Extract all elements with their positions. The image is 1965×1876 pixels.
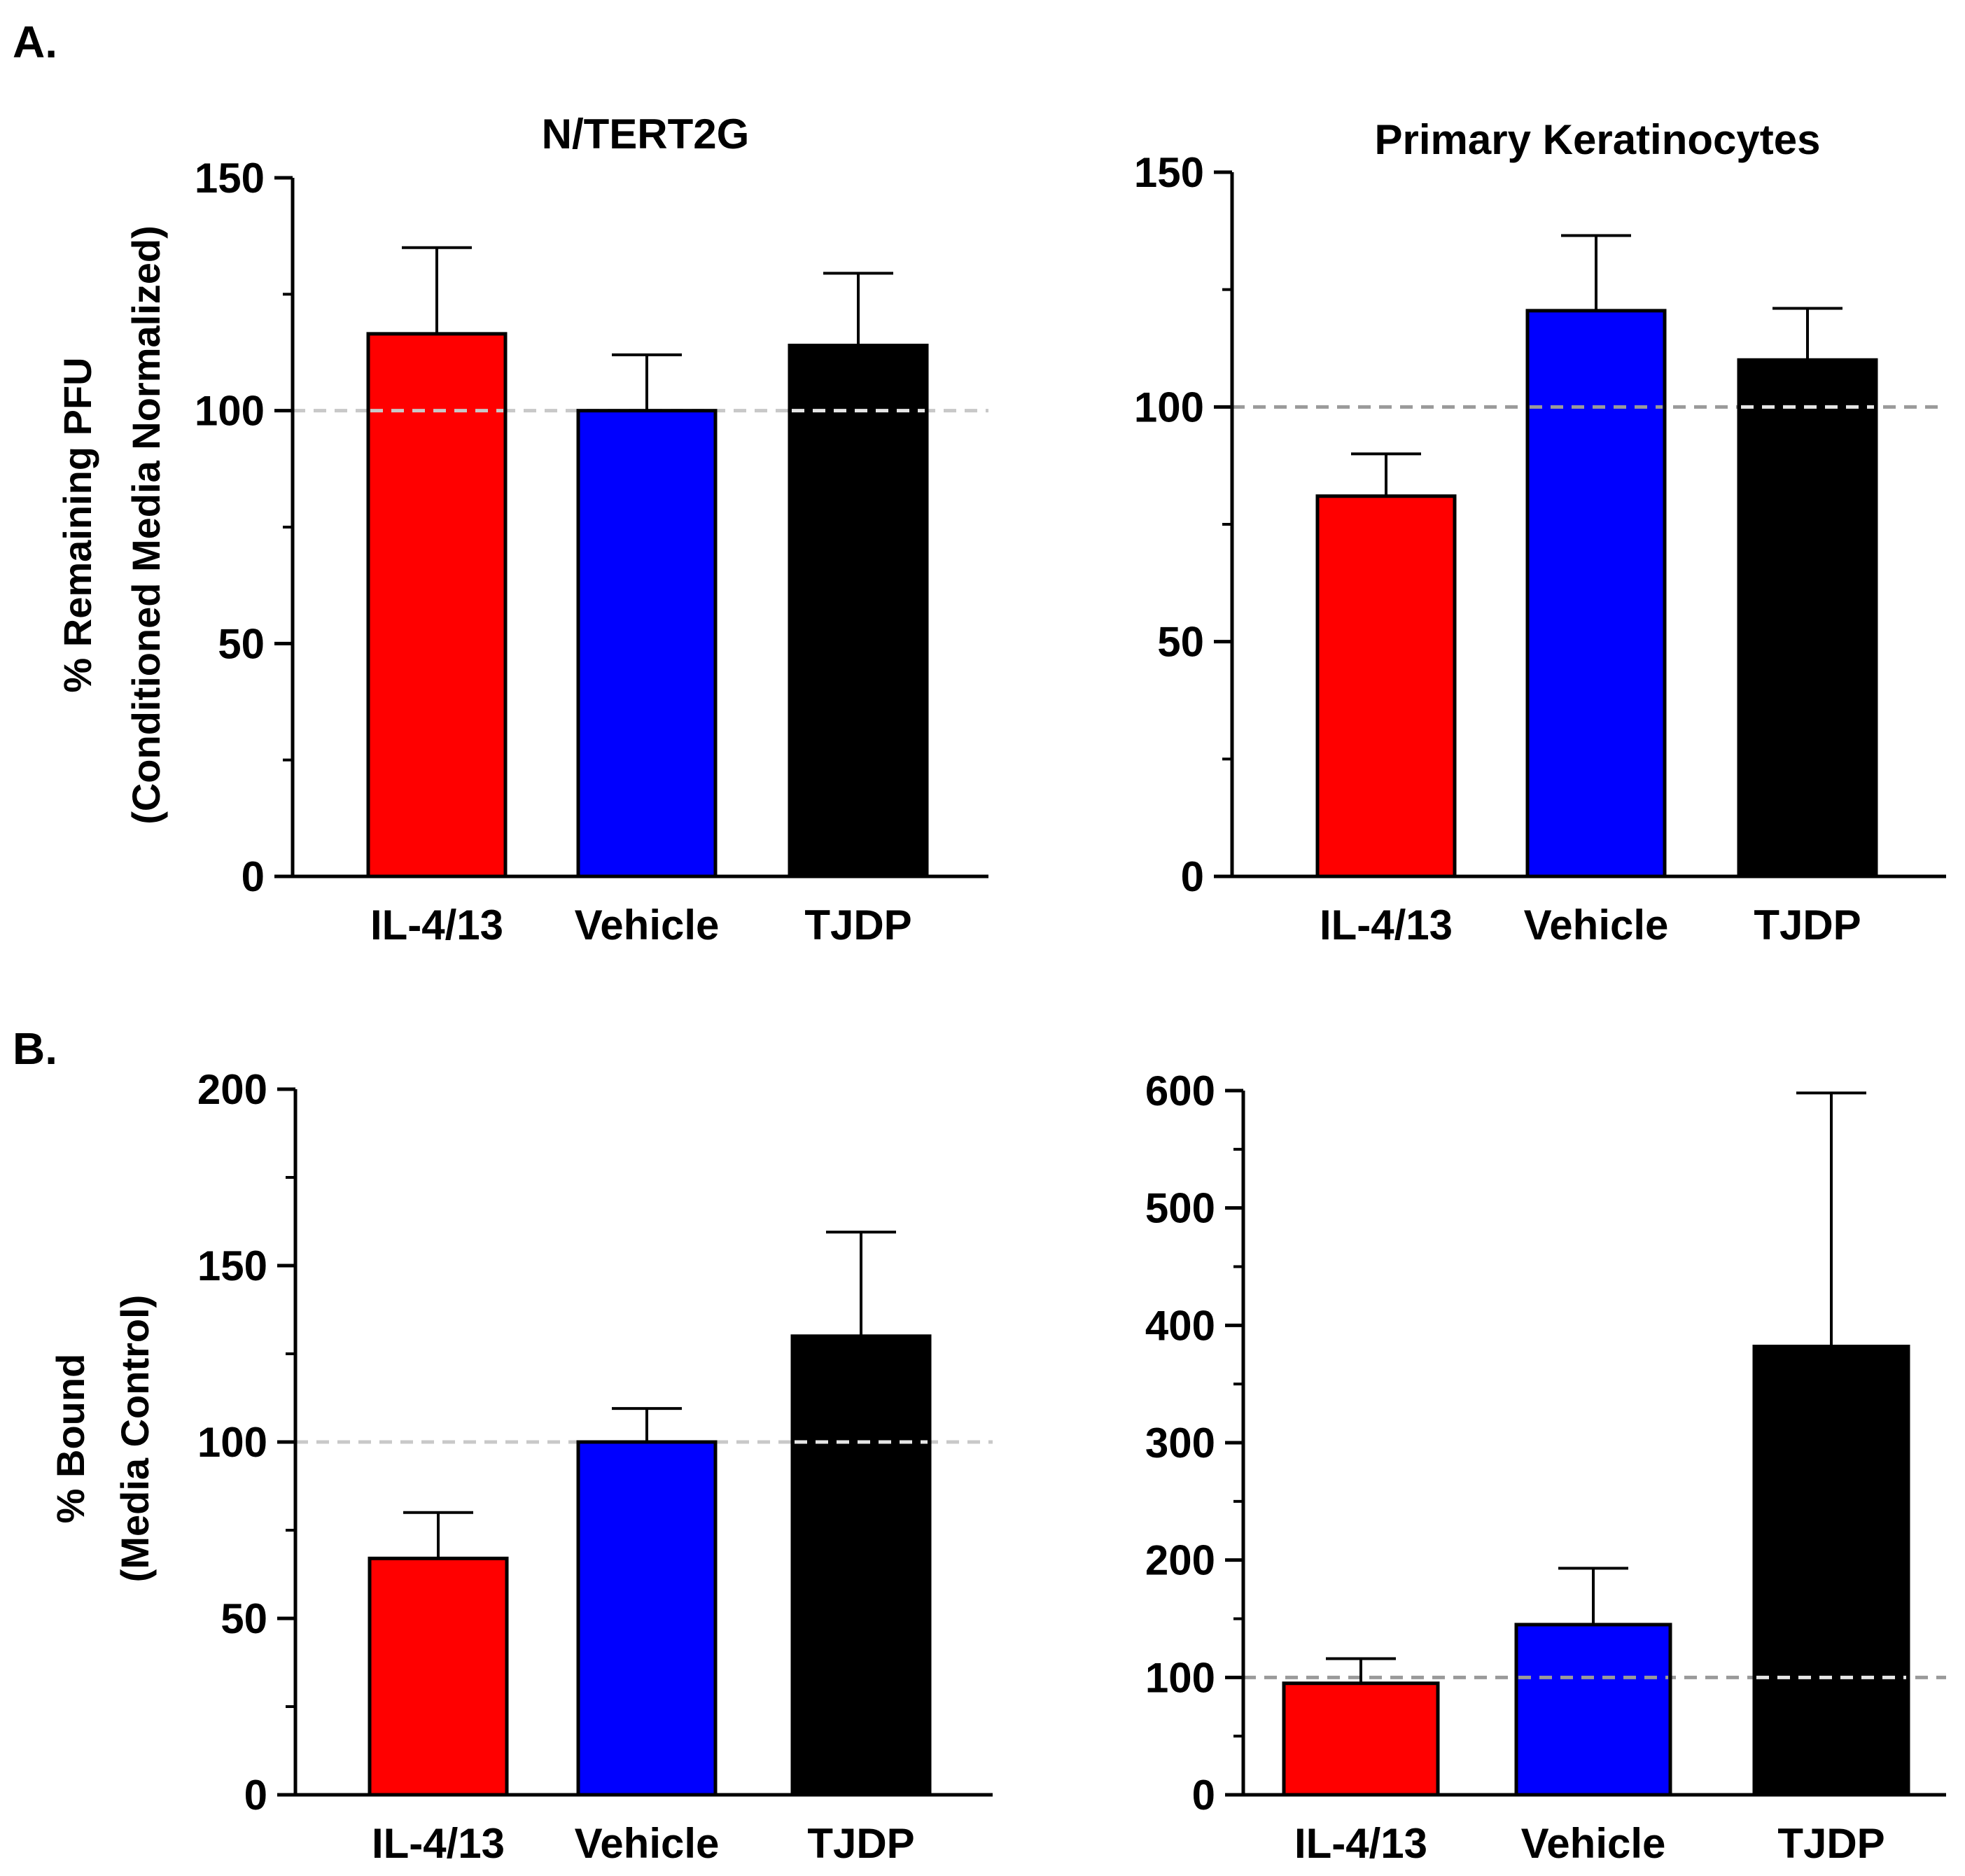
chart-3-bar-1 bbox=[368, 1556, 509, 1797]
chart-4-ytick-label-5: 400 bbox=[1145, 1302, 1215, 1349]
chart-2-ytick-label-1: 0 bbox=[1181, 853, 1204, 900]
chart-1-ytick-label-1: 0 bbox=[242, 853, 265, 900]
chart-1-ylabel-line-2: (Conditioned Media Normalized) bbox=[124, 225, 168, 825]
chart-2-ytick-label-3: 100 bbox=[1134, 384, 1204, 430]
chart-2-bar-2 bbox=[1525, 309, 1667, 878]
panel-label-b: B. bbox=[13, 1023, 57, 1074]
chart-2-bar-3 bbox=[1737, 358, 1878, 878]
chart-1-bar-2 bbox=[576, 409, 718, 878]
chart-3-ylabel-line-2: (Media Control) bbox=[113, 1295, 157, 1583]
chart-3-xtick-3: TJDP bbox=[807, 1820, 914, 1867]
chart-1-title: N/TERT2G bbox=[542, 111, 750, 158]
chart-2-ytick-label-4: 150 bbox=[1134, 149, 1204, 196]
chart-4-xtick-3: TJDP bbox=[1777, 1820, 1884, 1867]
chart-3-bar-3 bbox=[790, 1334, 932, 1797]
chart-2-ytick-label-2: 50 bbox=[1157, 619, 1204, 666]
chart-4-xtick-2: Vehicle bbox=[1521, 1820, 1666, 1867]
chart-3-ytick-label-1: 0 bbox=[244, 1772, 267, 1819]
chart-3-ytick-label-5: 200 bbox=[197, 1066, 267, 1113]
chart-1-ytick-label-3: 100 bbox=[195, 388, 265, 435]
chart-2-xtick-3: TJDP bbox=[1754, 902, 1861, 948]
chart-3-ytick-label-4: 150 bbox=[197, 1242, 267, 1289]
chart-3-xtick-2: Vehicle bbox=[575, 1820, 720, 1867]
chart-3-bar-2 bbox=[576, 1440, 718, 1797]
chart-1-xtick-1: IL-4/13 bbox=[370, 902, 503, 948]
chart-4-ytick-label-1: 0 bbox=[1192, 1772, 1215, 1819]
chart-3-ytick-label-2: 50 bbox=[221, 1595, 267, 1642]
charts-container: N/TERT2G % Remaining PFU (Conditioned Medi… bbox=[48, 111, 1946, 1867]
chart-4-ytick-label-6: 500 bbox=[1145, 1185, 1215, 1232]
chart-3: % Bound (Media Control) IL-4/13 Vehicle TJDP… bbox=[48, 1066, 993, 1867]
chart-4-bar-1 bbox=[1282, 1681, 1440, 1797]
chart-1-bar-1 bbox=[366, 332, 508, 878]
chart-2-xtick-2: Vehicle bbox=[1524, 902, 1669, 948]
chart-4-bar-3 bbox=[1752, 1345, 1910, 1797]
chart-1-xtick-2: Vehicle bbox=[575, 902, 720, 948]
chart-1-ylabel-line-1: % Remaining PFU bbox=[55, 357, 99, 692]
chart-4-ytick-label-7: 600 bbox=[1145, 1068, 1215, 1114]
chart-4-ytick-label-2: 100 bbox=[1145, 1654, 1215, 1701]
chart-3-ylabel-line-1: % Bound bbox=[48, 1354, 92, 1524]
chart-1: N/TERT2G % Remaining PFU (Conditioned Medi… bbox=[55, 111, 988, 948]
chart-1-ytick-label-2: 50 bbox=[218, 620, 265, 667]
panel-label-a: A. bbox=[13, 17, 57, 67]
chart-2: Primary Keratinocytes IL-4/13 Vehicle TJDP 0… bbox=[1134, 116, 1946, 948]
chart-4-xtick-1: IL-4/13 bbox=[1294, 1820, 1427, 1867]
chart-3-ytick-label-3: 100 bbox=[197, 1419, 267, 1466]
chart-4-ytick-label-3: 200 bbox=[1145, 1537, 1215, 1584]
chart-1-xtick-3: TJDP bbox=[804, 902, 911, 948]
chart-1-bar-3 bbox=[788, 344, 929, 878]
chart-2-xtick-1: IL-4/13 bbox=[1320, 902, 1453, 948]
chart-2-title: Primary Keratinocytes bbox=[1375, 116, 1821, 163]
chart-1-ytick-label-4: 150 bbox=[195, 155, 265, 202]
chart-4-ytick-label-4: 300 bbox=[1145, 1420, 1215, 1466]
chart-4-bar-2 bbox=[1514, 1623, 1672, 1797]
chart-4: IL-4/13 Vehicle TJDP 0 100 200 300 400 500 600 bbox=[1145, 1068, 1946, 1867]
chart-2-bar-1 bbox=[1315, 494, 1457, 878]
chart-3-xtick-1: IL-4/13 bbox=[372, 1820, 505, 1867]
